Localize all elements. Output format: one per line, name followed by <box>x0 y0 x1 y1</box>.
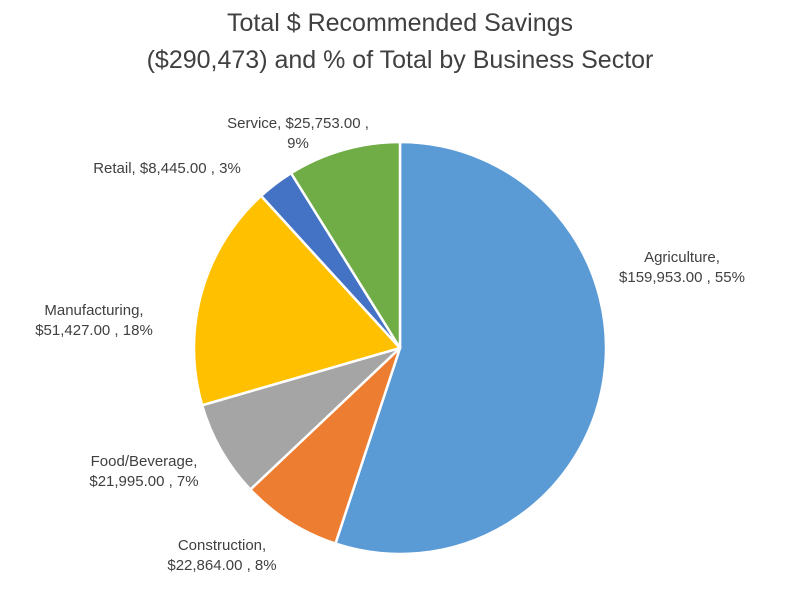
data-label-manufacturing: Manufacturing, $51,427.00 , 18% <box>35 302 153 339</box>
data-label-line: Construction, <box>178 537 266 554</box>
data-label-food-beverage: Food/Beverage, $21,995.00 , 7% <box>89 453 198 490</box>
data-label-retail: Retail, $8,445.00 , 3% <box>93 160 241 177</box>
data-label-agriculture: Agriculture, $159,953.00 , 55% <box>619 249 745 286</box>
data-label-line: $21,995.00 , 7% <box>89 473 198 490</box>
pie-slice-construction <box>249 346 402 545</box>
data-label-line: $22,864.00 , 8% <box>167 557 276 574</box>
pie-slice-food-beverage <box>200 346 402 491</box>
pie-slice-agriculture <box>334 140 608 556</box>
data-label-line: $51,427.00 , 18% <box>35 322 153 339</box>
pie-slices <box>192 140 608 556</box>
pie-slice-service <box>289 140 402 350</box>
pie-data-labels: Agriculture, $159,953.00 , 55% Constructio… <box>35 115 745 574</box>
chart-title: Total $ Recommended Savings ($290,473) a… <box>147 9 654 74</box>
data-label-construction: Construction, $22,864.00 , 8% <box>167 537 276 574</box>
data-label-line: Manufacturing, <box>44 302 143 319</box>
data-label-service: Service, $25,753.00 , 9% <box>227 115 369 152</box>
data-label-line: Retail, $8,445.00 , 3% <box>93 160 241 177</box>
data-label-line: Service, $25,753.00 , <box>227 115 369 132</box>
data-label-line: Food/Beverage, <box>91 453 198 470</box>
data-label-line: $159,953.00 , 55% <box>619 269 745 286</box>
data-label-line: 9% <box>287 135 309 152</box>
pie-slice-manufacturing <box>192 194 402 407</box>
chart-title-line-1: Total $ Recommended Savings <box>227 9 573 37</box>
chart-title-line-2: ($290,473) and % of Total by Business Se… <box>147 46 654 74</box>
data-label-line: Agriculture, <box>644 249 720 266</box>
